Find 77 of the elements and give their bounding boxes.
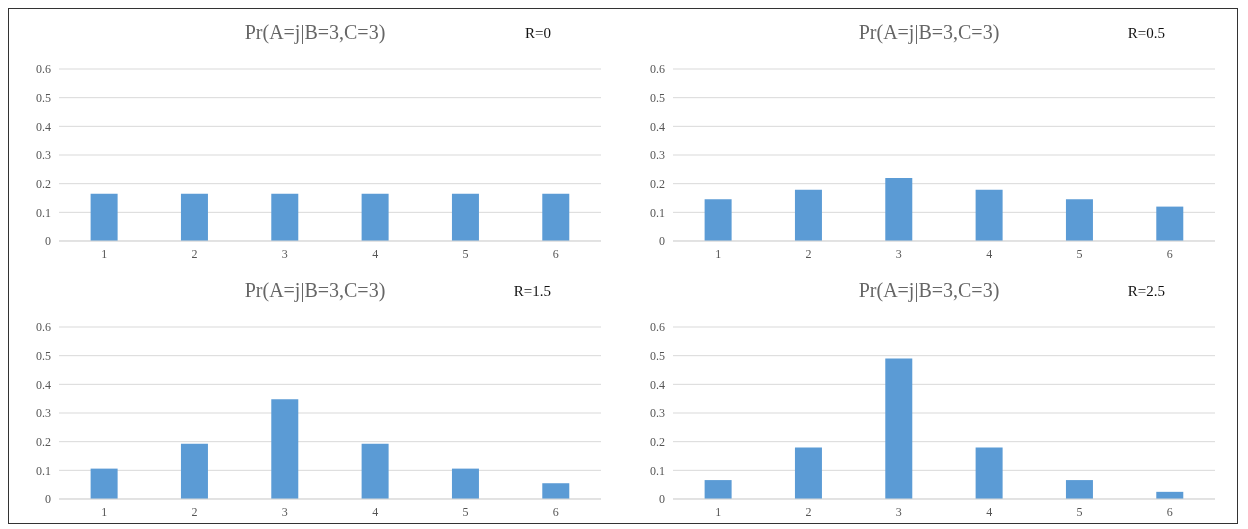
x-tick-label: 4	[372, 246, 379, 261]
x-tick-label: 6	[1166, 504, 1173, 519]
text: R=2.5	[1127, 283, 1165, 300]
y-tick-label: 0.5	[650, 348, 665, 363]
x-tick-label: 4	[372, 504, 379, 519]
x-tick-label: 4	[986, 504, 993, 519]
y-tick-label: 0	[659, 234, 665, 249]
y-tick-label: 0	[45, 492, 51, 507]
x-tick-label: 2	[191, 504, 198, 519]
bar	[180, 443, 208, 499]
x-tick-label: 3	[281, 504, 288, 519]
x-tick-label: 1	[101, 504, 108, 519]
y-tick-label: 0	[659, 492, 665, 507]
y-tick-label: 0.5	[36, 90, 51, 105]
y-tick-label: 0.3	[36, 148, 51, 163]
bar	[975, 189, 1003, 241]
x-tick-label: 1	[101, 246, 108, 261]
y-tick-label: 0	[45, 234, 51, 249]
y-tick-label: 0.2	[36, 434, 51, 449]
y-tick-label: 0.4	[36, 119, 51, 134]
bar	[542, 483, 570, 499]
x-tick-label: 6	[552, 246, 559, 261]
y-tick-label: 0.5	[650, 90, 665, 105]
bar	[704, 199, 732, 241]
y-tick-label: 0.6	[650, 62, 665, 77]
bar	[451, 468, 479, 499]
bar	[1065, 480, 1093, 499]
y-tick-label: 0.2	[650, 434, 665, 449]
bar	[271, 399, 299, 499]
x-tick-label: 5	[462, 246, 469, 261]
y-tick-label: 0.2	[650, 176, 665, 191]
x-tick-label: 5	[1076, 246, 1083, 261]
chart-title: Pr(A=j|B=3,C=3)	[244, 21, 386, 43]
y-tick-label: 0.4	[36, 377, 51, 392]
x-tick-label: 2	[805, 504, 812, 519]
y-tick-label: 0.3	[650, 148, 665, 163]
x-tick-label: 1	[715, 504, 722, 519]
y-tick-label: 0.3	[36, 406, 51, 421]
y-tick-label: 0.1	[650, 205, 665, 220]
x-tick-label: 3	[281, 246, 288, 261]
x-tick-label: 6	[552, 504, 559, 519]
y-tick-label: 0.4	[650, 119, 665, 134]
chart-title: Pr(A=j|B=3,C=3)	[244, 279, 386, 301]
x-tick-label: 3	[895, 504, 902, 519]
bar	[794, 189, 822, 241]
bar	[1065, 199, 1093, 241]
x-tick-label: 4	[986, 246, 993, 261]
y-tick-label: 0.4	[650, 377, 665, 392]
y-tick-label: 0.6	[650, 320, 665, 335]
y-tick-label: 0.6	[36, 62, 51, 77]
bar	[704, 480, 732, 499]
x-tick-label: 2	[191, 246, 198, 261]
bar	[90, 468, 118, 499]
y-tick-label: 0.6	[36, 320, 51, 335]
x-tick-label: 3	[895, 246, 902, 261]
y-tick-label: 0.1	[36, 463, 51, 478]
bar	[885, 358, 913, 499]
text: R=0.5	[1127, 25, 1165, 42]
y-tick-label: 0.1	[36, 205, 51, 220]
bar	[975, 447, 1003, 499]
x-tick-label: 5	[462, 504, 469, 519]
text: R=0	[525, 25, 551, 42]
bar	[794, 447, 822, 499]
bar	[885, 177, 913, 241]
y-tick-label: 0.5	[36, 348, 51, 363]
x-tick-label: 2	[805, 246, 812, 261]
chart-title: Pr(A=j|B=3,C=3)	[858, 21, 1000, 43]
x-tick-label: 1	[715, 246, 722, 261]
y-tick-label: 0.1	[650, 463, 665, 478]
bar	[361, 443, 389, 499]
bar	[1156, 206, 1184, 241]
text: R=1.5	[513, 283, 551, 300]
x-tick-label: 6	[1166, 246, 1173, 261]
y-tick-label: 0.3	[650, 406, 665, 421]
chart-title: Pr(A=j|B=3,C=3)	[858, 279, 1000, 301]
y-tick-label: 0.2	[36, 176, 51, 191]
x-tick-label: 5	[1076, 504, 1083, 519]
